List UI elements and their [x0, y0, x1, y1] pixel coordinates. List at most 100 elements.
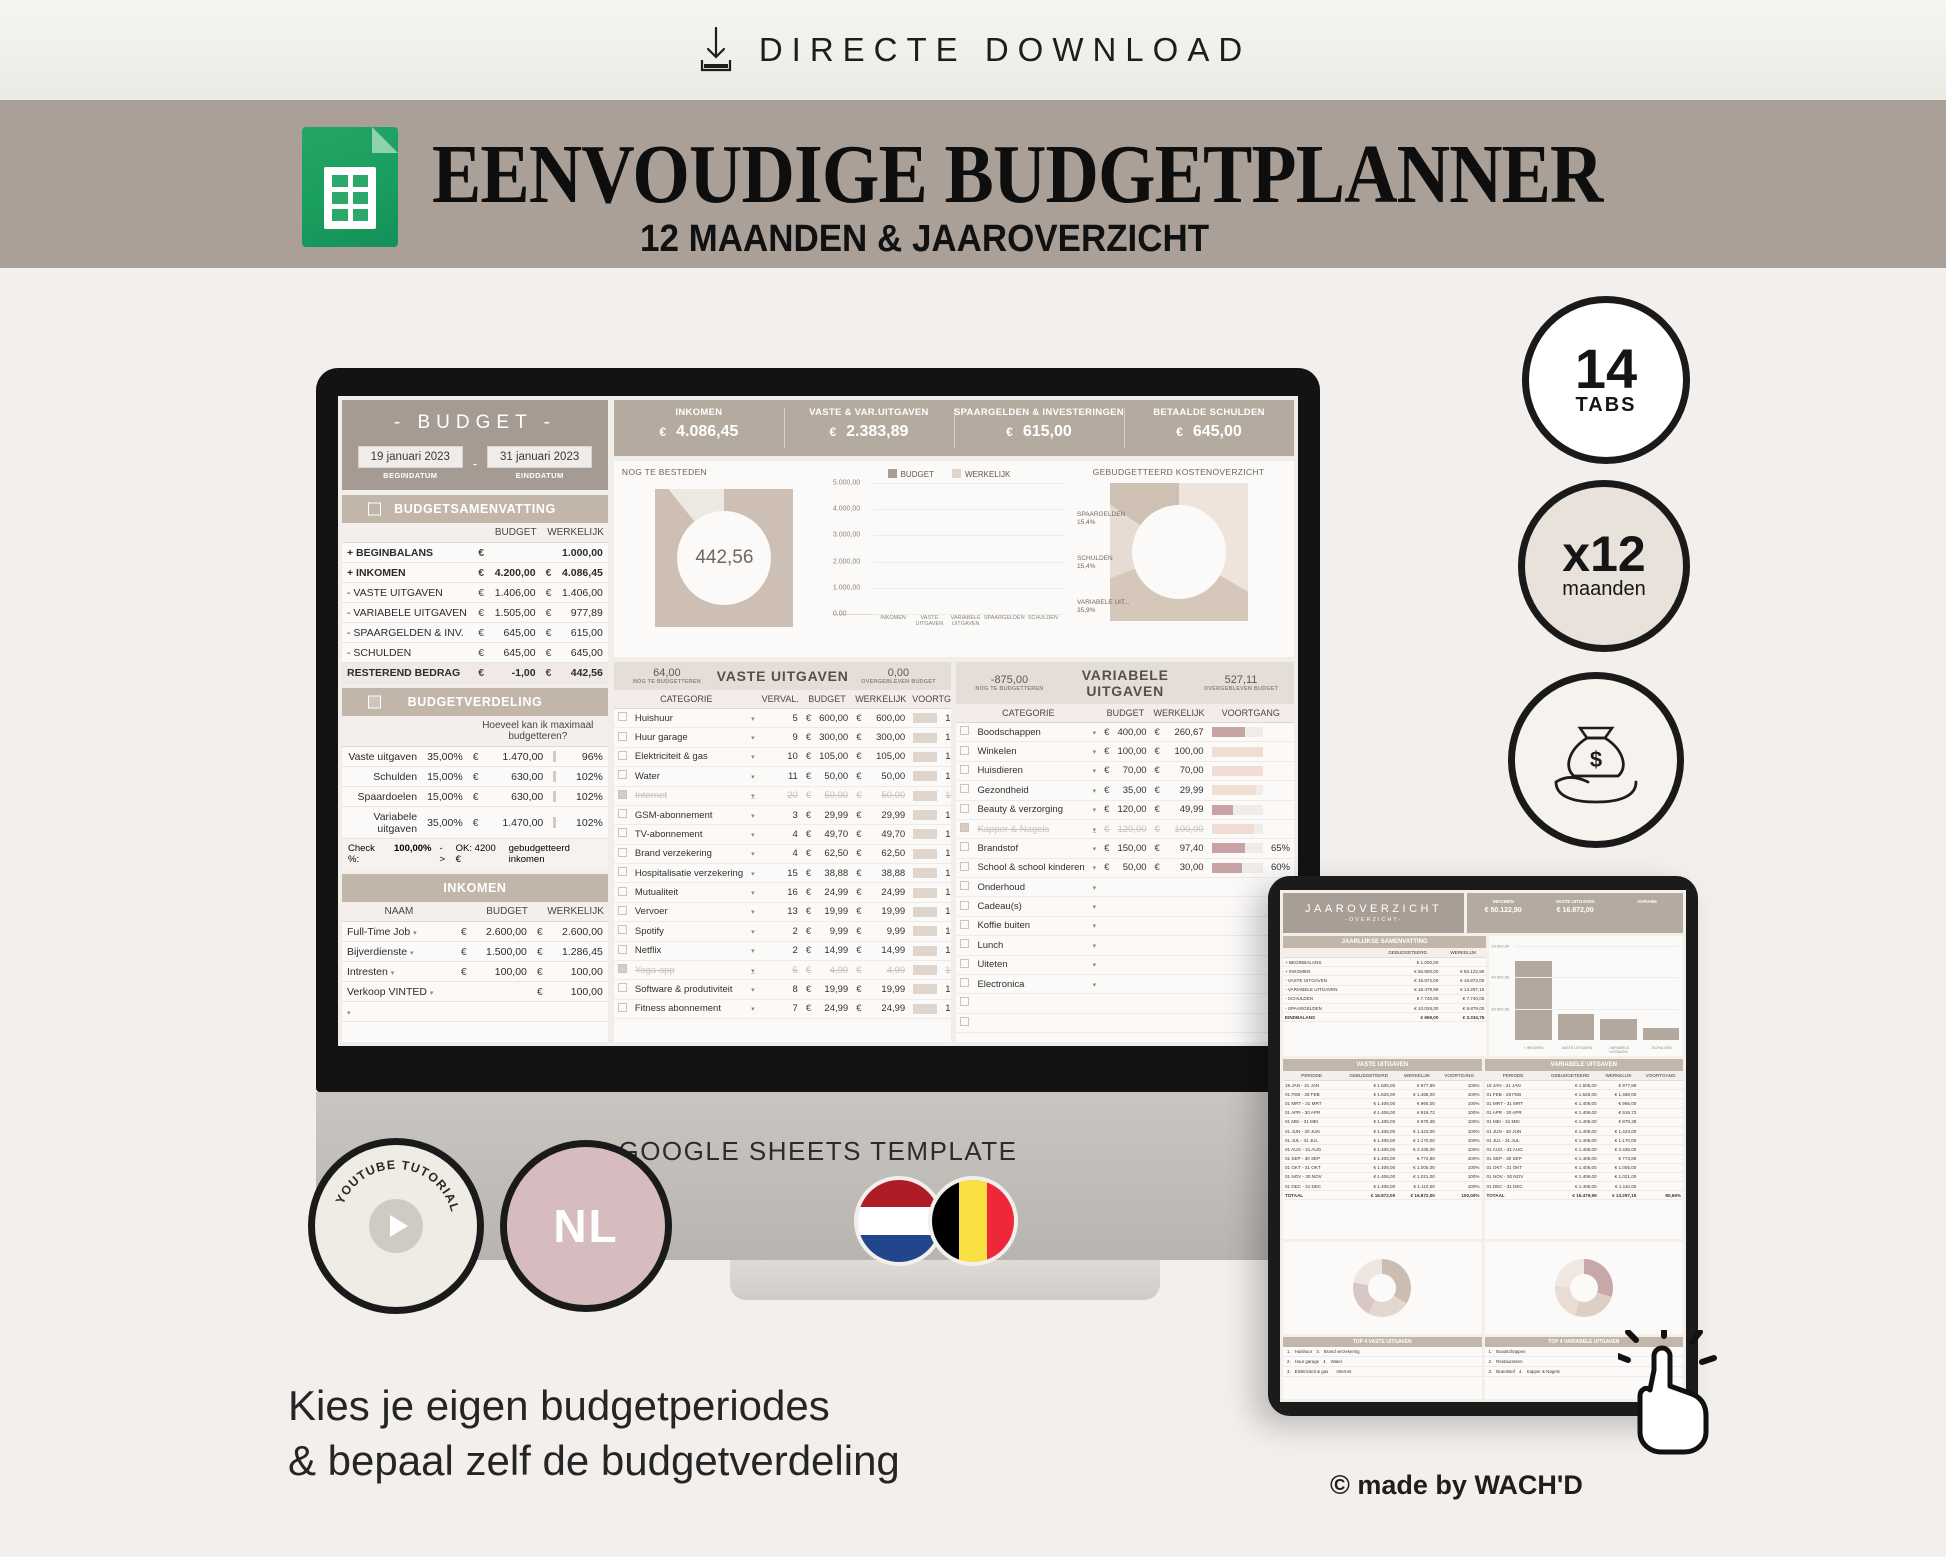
progress-track [913, 713, 938, 724]
end-date-input[interactable]: 31 januari 2023 [487, 446, 593, 468]
row-checkbox[interactable] [960, 1016, 970, 1026]
row-checkbox[interactable] [960, 919, 970, 929]
row-checkbox[interactable] [617, 905, 627, 915]
row-checkbox[interactable] [960, 900, 970, 910]
table-row [956, 993, 1294, 1014]
row-checkbox[interactable] [960, 861, 970, 871]
start-date-input[interactable]: 19 januari 2023 [357, 446, 463, 468]
row-checkbox[interactable] [617, 828, 627, 838]
play-icon[interactable] [369, 1199, 423, 1253]
dropdown-caret-icon[interactable]: ▾ [429, 989, 434, 997]
werkelijk: € 977,89 [1397, 1080, 1437, 1091]
dropdown-caret-icon[interactable]: ▾ [751, 831, 755, 839]
bottom-line-2: & bepaal zelf de budgetverdeling [288, 1437, 900, 1485]
dropdown-caret-icon[interactable]: ▾ [751, 928, 755, 936]
variabele-right-value: 527,11 [1224, 674, 1258, 686]
dropdown-caret-icon[interactable]: ▾ [751, 735, 755, 743]
dropdown-caret-icon[interactable]: ▾ [751, 812, 755, 820]
dropdown-caret-icon[interactable]: ▾ [347, 1009, 351, 1017]
dropdown-caret-icon[interactable]: ▾ [410, 949, 414, 957]
dropdown-caret-icon[interactable]: ▾ [1092, 749, 1097, 757]
dropdown-caret-icon[interactable]: ▾ [751, 1006, 755, 1014]
dropdown-caret-icon[interactable]: ▾ [1092, 729, 1097, 737]
dropdown-caret-icon[interactable]: ▾ [751, 851, 755, 859]
dropdown-caret-icon[interactable]: ▾ [751, 948, 755, 956]
row-checkbox[interactable] [960, 939, 970, 949]
dropdown-caret-icon[interactable]: ▾ [751, 715, 755, 723]
dropdown-caret-icon[interactable]: ▾ [1092, 904, 1097, 912]
dropdown-caret-icon[interactable]: ▾ [751, 773, 755, 781]
dropdown-caret-icon[interactable]: ▾ [751, 793, 755, 801]
periode: 01 FEB - 28 FEB [1283, 1089, 1341, 1100]
progress-cell [909, 902, 942, 923]
dropdown-caret-icon[interactable]: ▾ [1092, 942, 1097, 950]
row-checkbox[interactable] [617, 964, 627, 974]
row-checkbox[interactable] [617, 1002, 627, 1012]
dropdown-caret-icon[interactable]: ▾ [1092, 884, 1097, 892]
currency-symbol: € [801, 941, 816, 961]
voortgang [1638, 1144, 1683, 1155]
dropdown-caret-icon[interactable]: ▾ [1092, 807, 1097, 815]
dropdown-caret-icon[interactable]: ▾ [1092, 845, 1097, 853]
bar [1557, 1013, 1595, 1040]
dropdown-caret-icon[interactable]: ▾ [1092, 768, 1097, 776]
tablet-variabele-body: 19 JAN - 31 JAN € 1.505,00 € 977,89 01 FEB … [1484, 1080, 1683, 1201]
dropdown-caret-icon[interactable]: ▾ [751, 890, 755, 898]
row-checkbox[interactable] [960, 784, 970, 794]
row-checkbox[interactable] [960, 958, 970, 968]
dropdown-caret-icon[interactable]: ▾ [1092, 787, 1097, 795]
variabele-title: VARIABELE UITGAVEN [1081, 667, 1169, 699]
summary-checkbox[interactable] [368, 502, 381, 516]
row-checkbox[interactable] [960, 764, 970, 774]
dropdown-caret-icon[interactable]: ▾ [390, 969, 395, 977]
dropdown-caret-icon[interactable]: ▾ [1092, 826, 1097, 834]
currency-symbol: € [467, 786, 484, 807]
total-wer: € 16.872,00 [1397, 1190, 1437, 1201]
badge-youtube-tutorial[interactable]: YOUTUBE TUTORIAL [308, 1138, 484, 1314]
currency-symbol [1100, 993, 1114, 1014]
row-checkbox[interactable] [960, 881, 970, 891]
row-checkbox[interactable] [617, 944, 627, 954]
dropdown-caret-icon[interactable]: ▾ [751, 986, 755, 994]
row-checkbox[interactable] [617, 712, 627, 722]
row-checkbox[interactable] [617, 789, 627, 799]
row-checkbox[interactable] [960, 997, 970, 1007]
row-checkbox[interactable] [617, 847, 627, 857]
gebudgeteerd: € 1.406,00 [1340, 1181, 1398, 1192]
dropdown-caret-icon[interactable]: ▾ [751, 754, 755, 762]
dropdown-caret-icon[interactable]: ▾ [751, 909, 755, 917]
row-checkbox[interactable] [960, 803, 970, 813]
row-checkbox[interactable] [617, 925, 627, 935]
row-checkbox[interactable] [617, 731, 627, 741]
row-checkbox[interactable] [960, 978, 970, 988]
inkomen-budget [471, 1001, 532, 1022]
row-checkbox[interactable] [617, 750, 627, 760]
bar-fill [553, 751, 556, 762]
row-checkbox[interactable] [617, 770, 627, 780]
dropdown-caret-icon[interactable]: ▾ [751, 967, 755, 975]
dropdown-caret-icon[interactable]: ▾ [1092, 865, 1097, 873]
gridline [872, 587, 1065, 589]
dropdown-caret-icon[interactable]: ▾ [751, 870, 755, 878]
dropdown-cell: ▾ [1088, 838, 1101, 859]
budget-amount: 24,99 [815, 999, 853, 1020]
row-checkbox[interactable] [617, 809, 627, 819]
dropdown-caret-icon[interactable]: ▾ [1092, 923, 1097, 931]
row-checkbox[interactable] [960, 823, 970, 833]
currency-symbol [1150, 916, 1164, 937]
row-checkbox[interactable] [960, 726, 970, 736]
row-checkbox[interactable] [960, 745, 970, 755]
row-checkbox[interactable] [617, 886, 627, 896]
table-row-total: TOTAAL € 16.479,99 € 13.297,15 80,69% [1484, 1190, 1683, 1201]
row-checkbox[interactable] [617, 983, 627, 993]
currency-symbol: € [540, 602, 557, 623]
verdeling-checkbox[interactable] [368, 695, 381, 709]
dropdown-caret-icon[interactable]: ▾ [413, 929, 417, 937]
inkomen-budget [471, 981, 532, 1002]
row-checkbox[interactable] [960, 842, 970, 852]
dropdown-caret-icon[interactable]: ▾ [1092, 981, 1097, 989]
dropdown-caret-icon[interactable]: ▾ [1092, 962, 1097, 970]
row-checkbox[interactable] [617, 867, 627, 877]
